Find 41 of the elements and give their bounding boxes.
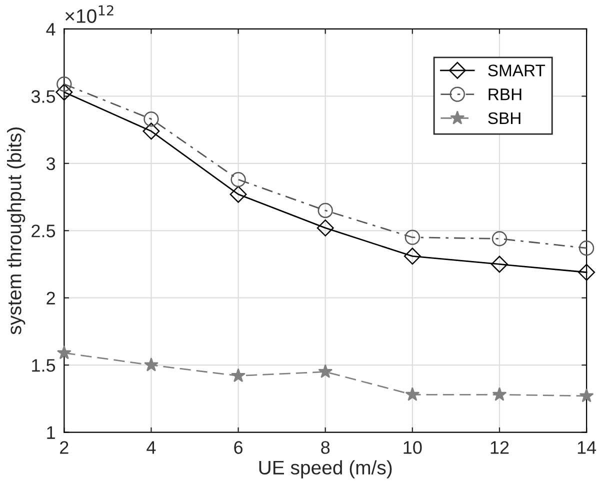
point [56, 345, 72, 360]
point [142, 122, 160, 140]
point [56, 76, 72, 92]
y-axis-title: system throughput (bits) [7, 128, 26, 334]
point [492, 387, 507, 401]
y-tick-label: 3.5 [31, 90, 56, 103]
point [144, 358, 158, 372]
legend-label: SMART [488, 64, 546, 76]
point [578, 240, 594, 256]
y-tick-label: 2 [46, 292, 55, 304]
point [578, 264, 596, 281]
y-tick-label: 2.5 [32, 224, 56, 238]
x-tick-label: 4 [146, 441, 156, 454]
y-tick-label: 4 [46, 23, 56, 36]
x-axis-title: UE speed (m/s) [259, 460, 392, 478]
point [404, 248, 421, 265]
x-tick-label: 12 [490, 441, 509, 454]
y-tick-label: 3 [46, 157, 56, 170]
x-tick-label: 8 [321, 441, 330, 454]
y-tick-label: 1.5 [32, 359, 56, 372]
x-tick-label: 2 [60, 441, 68, 454]
point [231, 368, 246, 382]
legend-label: RBH [488, 88, 522, 100]
point [491, 256, 508, 273]
point [579, 388, 594, 402]
point [230, 186, 247, 203]
x-tick-label: 10 [404, 441, 422, 454]
point [404, 230, 420, 245]
point [318, 364, 333, 378]
x-tick-label: 6 [234, 441, 243, 454]
point [316, 219, 334, 236]
x-tick-label: 14 [578, 441, 596, 454]
point [405, 387, 420, 401]
point [492, 231, 508, 246]
point [56, 84, 73, 101]
text: ×10$^{12}$ [66, 5, 114, 23]
y-tick-label: 1 [47, 426, 55, 439]
point [318, 202, 333, 218]
point [230, 172, 246, 188]
point [144, 111, 159, 127]
legend-label: SBH [488, 112, 520, 124]
